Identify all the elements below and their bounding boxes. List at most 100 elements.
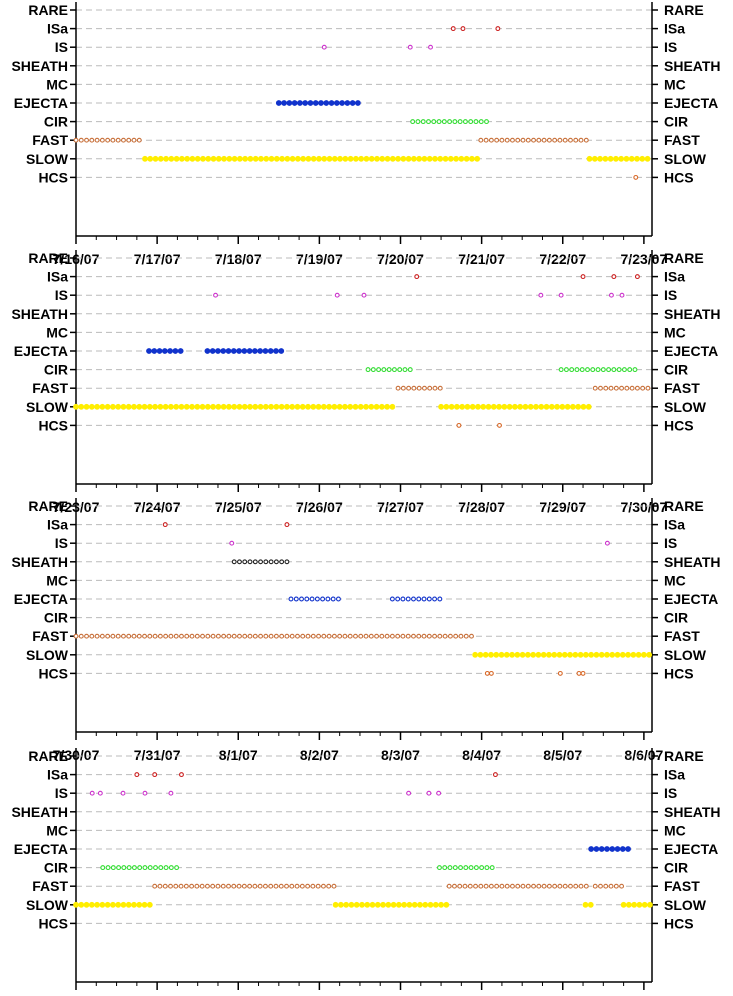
data-point: [463, 155, 470, 162]
data-point: [494, 883, 500, 889]
category-label-left: RARE: [28, 498, 68, 514]
data-point: [530, 651, 537, 658]
data-point: [157, 403, 164, 410]
category-label-left: RARE: [28, 250, 68, 266]
category-label-left: RARE: [28, 748, 68, 764]
data-point: [131, 865, 137, 871]
data-point: [395, 596, 401, 602]
data-point: [477, 651, 484, 658]
data-point: [257, 883, 263, 889]
category-label-left: EJECTA: [14, 591, 68, 607]
category-label-right: EJECTA: [664, 841, 718, 857]
data-point: [88, 901, 95, 908]
data-point: [347, 633, 353, 639]
data-point: [312, 100, 319, 106]
data-point: [167, 348, 174, 354]
data-point: [163, 633, 169, 639]
category-label-right: RARE: [664, 498, 704, 514]
data-point: [263, 633, 269, 639]
data-point: [289, 883, 295, 889]
data-point: [368, 403, 375, 410]
data-point: [152, 883, 158, 889]
data-point: [467, 883, 473, 889]
data-point: [358, 633, 364, 639]
data-point: [199, 883, 205, 889]
data-point: [331, 155, 338, 162]
data-point: [358, 155, 365, 162]
category-label-right: HCS: [664, 417, 694, 433]
panel-4: RARE RARE ISa ISa IS IS SHEATH SHEATH MC MC EJECTA…: [11, 748, 721, 990]
series-is: [229, 540, 610, 546]
data-point: [194, 633, 200, 639]
data-point: [370, 367, 376, 373]
data-point: [630, 651, 637, 658]
data-point: [647, 901, 653, 908]
data-point: [515, 137, 521, 143]
data-point: [407, 367, 413, 373]
data-point: [205, 633, 211, 639]
data-point: [262, 883, 268, 889]
data-point: [411, 633, 416, 639]
data-point: [321, 633, 327, 639]
category-label-left: MC: [46, 572, 68, 588]
data-point: [99, 901, 106, 908]
data-point: [379, 633, 385, 639]
data-point: [359, 901, 365, 908]
data-point: [247, 403, 253, 410]
category-label-right: MC: [664, 572, 686, 588]
data-point: [432, 901, 439, 908]
data-point: [501, 403, 508, 410]
data-point: [136, 137, 142, 143]
x-tick-label: 7/26/07: [296, 499, 343, 515]
series-cir: [365, 367, 638, 373]
data-point: [558, 292, 564, 298]
data-point: [390, 901, 397, 908]
data-point: [397, 367, 403, 373]
category-label-left: MC: [46, 324, 68, 340]
data-point: [557, 883, 563, 889]
data-point: [168, 633, 174, 639]
data-point: [646, 651, 653, 658]
data-point: [563, 367, 569, 373]
data-point: [592, 883, 598, 889]
data-point: [178, 155, 185, 162]
data-point: [459, 403, 466, 410]
data-point: [268, 155, 275, 162]
data-point: [483, 137, 489, 143]
data-point: [572, 651, 579, 658]
category-label-left: IS: [55, 39, 68, 55]
series-slow: [73, 901, 653, 908]
data-point: [421, 385, 427, 391]
category-label-left: SLOW: [26, 647, 69, 663]
data-point: [554, 403, 560, 410]
data-point: [426, 633, 432, 639]
data-point: [577, 651, 584, 658]
data-point: [634, 274, 640, 280]
data-point: [125, 901, 132, 908]
data-point: [121, 865, 127, 871]
category-label-left: HCS: [38, 417, 68, 433]
data-point: [492, 772, 498, 778]
data-point: [495, 26, 501, 32]
data-point: [73, 633, 79, 639]
data-point: [189, 403, 195, 410]
category-label-right: CIR: [664, 362, 688, 378]
data-point: [305, 633, 311, 639]
data-point: [251, 348, 258, 354]
data-point: [321, 155, 328, 162]
data-point: [310, 155, 317, 162]
data-point: [110, 865, 116, 871]
data-point: [573, 137, 579, 143]
data-point: [220, 348, 227, 354]
data-point: [395, 901, 402, 908]
data-point: [205, 155, 212, 162]
data-point: [136, 403, 143, 410]
data-point: [431, 119, 437, 125]
data-point: [485, 403, 492, 410]
data-point: [342, 633, 348, 639]
data-point: [215, 155, 222, 162]
data-point: [307, 100, 314, 106]
series-isa: [162, 522, 290, 528]
data-point: [436, 790, 442, 796]
